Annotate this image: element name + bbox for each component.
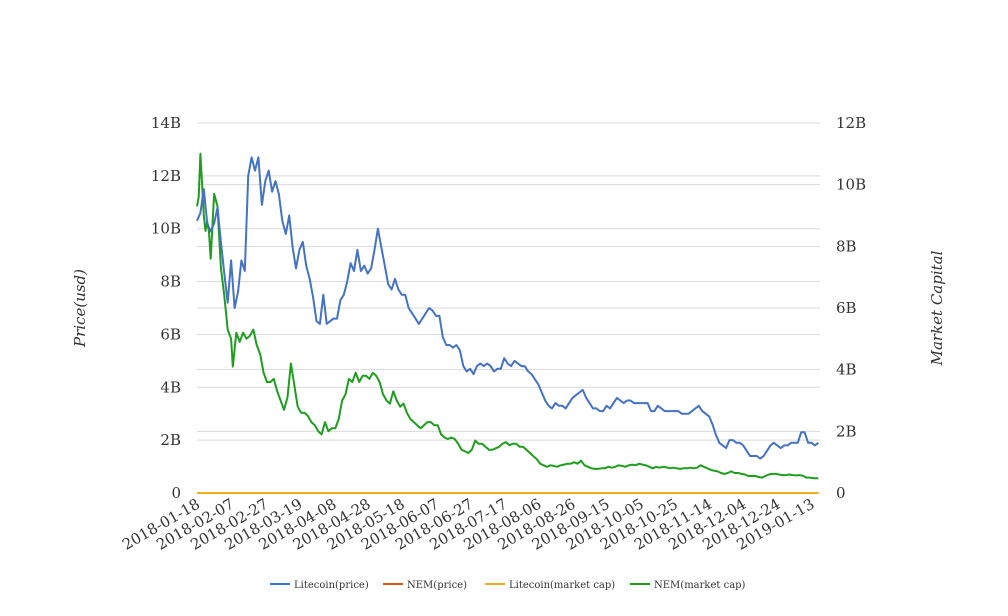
left-y-tick-label: 6B: [160, 325, 181, 343]
x-axis-ticks: 2018-01-182018-02-072018-02-272018-03-19…: [119, 495, 817, 554]
legend-label: NEM(market cap): [654, 580, 746, 591]
right-y-tick-label: 12B: [836, 114, 866, 132]
left-y-tick-label: 0: [171, 484, 181, 502]
grid-lines: [197, 122, 820, 494]
left-y-tick-label: 8B: [160, 273, 181, 291]
series-lines: [196, 152, 819, 494]
right-y-tick-label: 0: [836, 484, 846, 502]
right-y-axis-title: Market Capital: [928, 250, 946, 366]
legend-label: Litecoin(price): [294, 580, 369, 591]
legend-label: Litecoin(market cap): [509, 580, 615, 591]
series-line-nem-market-cap: [196, 152, 819, 480]
left-y-axis-ticks: 0 2B 4B 6B 8B 10B 12B 14B: [151, 114, 181, 502]
right-y-tick-label: 4B: [836, 361, 857, 379]
right-y-axis-ticks: 0 2B 4B 6B 8B 10B 12B: [836, 114, 866, 502]
left-y-tick-label: 14B: [151, 114, 181, 132]
left-y-tick-label: 12B: [151, 167, 181, 185]
series-line-litecoin-price: [196, 156, 819, 460]
left-y-tick-label: 10B: [151, 220, 181, 238]
right-y-tick-label: 6B: [836, 299, 857, 317]
legend-label: NEM(price): [407, 580, 467, 591]
legend: Litecoin(price) NEM(price) Litecoin(market…: [270, 580, 746, 591]
left-y-tick-label: 4B: [160, 378, 181, 396]
right-y-tick-label: 8B: [836, 237, 857, 255]
left-y-tick-label: 2B: [160, 431, 181, 449]
right-y-tick-label: 10B: [836, 176, 866, 194]
right-y-tick-label: 2B: [836, 422, 857, 440]
left-y-axis-title: Price(usd): [71, 269, 89, 348]
